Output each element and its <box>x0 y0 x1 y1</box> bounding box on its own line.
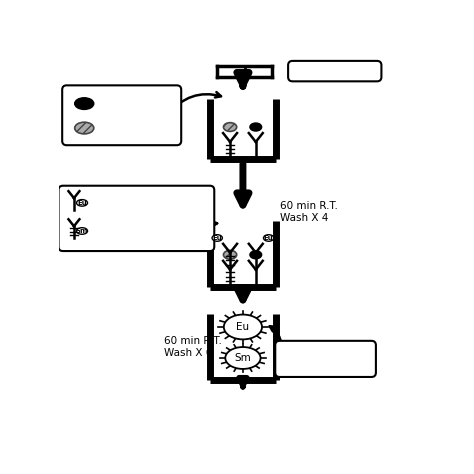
FancyBboxPatch shape <box>288 61 382 82</box>
Ellipse shape <box>223 123 237 131</box>
Text: Eu: Eu <box>77 200 87 206</box>
Text: 60 min R.T.
Wash X 6: 60 min R.T. Wash X 6 <box>164 336 222 358</box>
Ellipse shape <box>250 123 262 131</box>
Text: Eu: Eu <box>237 322 249 332</box>
Ellipse shape <box>75 122 94 134</box>
Ellipse shape <box>225 347 261 369</box>
FancyBboxPatch shape <box>275 341 376 377</box>
Text: HBsAg: HBsAg <box>98 123 134 133</box>
Text: Eu: Eu <box>264 235 273 241</box>
Ellipse shape <box>212 235 222 241</box>
Text: Sm: Sm <box>235 353 251 363</box>
Ellipse shape <box>76 228 88 234</box>
Ellipse shape <box>76 200 88 206</box>
Text: Eu: Eu <box>212 235 222 241</box>
Text: Eu  Labeled Anti-HBeAg: Eu Labeled Anti-HBeAg <box>91 200 207 210</box>
Ellipse shape <box>264 235 274 241</box>
Ellipse shape <box>223 250 237 259</box>
Ellipse shape <box>250 251 262 259</box>
Text: 60 min R.T.
Wash X 4: 60 min R.T. Wash X 4 <box>280 201 337 223</box>
Text: Enhancement
Solution: Enhancement Solution <box>290 348 362 370</box>
Text: Sm: Sm <box>76 228 88 234</box>
Text: HBeAg: HBeAg <box>98 99 136 109</box>
Ellipse shape <box>224 315 262 339</box>
Text: Sm Labeled Anti-HBsAg: Sm Labeled Anti-HBsAg <box>91 228 206 238</box>
FancyBboxPatch shape <box>58 186 214 251</box>
Ellipse shape <box>75 98 94 109</box>
FancyBboxPatch shape <box>62 85 181 145</box>
